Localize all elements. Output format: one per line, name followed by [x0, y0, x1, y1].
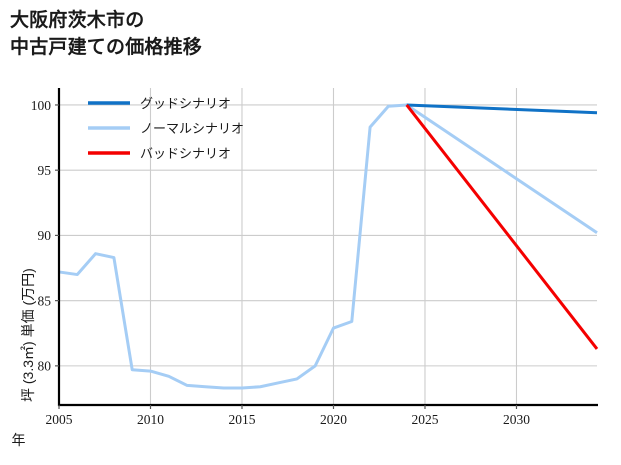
- ytick-label: 100: [31, 98, 52, 113]
- x-axis-label: 年: [0, 430, 621, 450]
- xtick-label: 2025: [411, 412, 438, 427]
- xtick-label: 2010: [137, 412, 164, 427]
- data-series-lines: [58, 103, 599, 390]
- xtick-label: 2015: [228, 412, 255, 427]
- ytick-label: 90: [38, 228, 52, 243]
- legend-label-バッドシナリオ: バッドシナリオ: [140, 146, 231, 161]
- xtick-label: 2005: [46, 412, 73, 427]
- axis-ticks: 80 85 90 95 100 2005 2010 2015 2020 2025 2030: [31, 98, 530, 427]
- series-line-バッドシナリオ: [405, 104, 599, 350]
- series-line-ノーマルシナリオ: [58, 103, 598, 390]
- ytick-label: 95: [38, 163, 52, 178]
- x-axis-label-text: 年: [11, 432, 26, 448]
- ytick-label: 85: [38, 293, 52, 308]
- xtick-label: 2030: [503, 412, 530, 427]
- y-axis-label: 坪 (3.3㎡) 単価 (万円): [20, 268, 36, 402]
- ytick-label: 80: [38, 359, 52, 374]
- xtick-label: 2020: [320, 412, 347, 427]
- series-line-グッドシナリオ: [406, 103, 598, 115]
- legend-label-ノーマルシナリオ: ノーマルシナリオ: [140, 121, 244, 136]
- axis-spines: [57, 88, 598, 407]
- chart-title: 大阪府茨木市の中古戸建ての価格推移: [10, 8, 610, 62]
- chart-title-line2: 中古戸建ての価格推移: [10, 36, 203, 58]
- legend-label-グッドシナリオ: グッドシナリオ: [140, 96, 231, 111]
- chart-title-line1: 大阪府茨木市の: [10, 10, 145, 31]
